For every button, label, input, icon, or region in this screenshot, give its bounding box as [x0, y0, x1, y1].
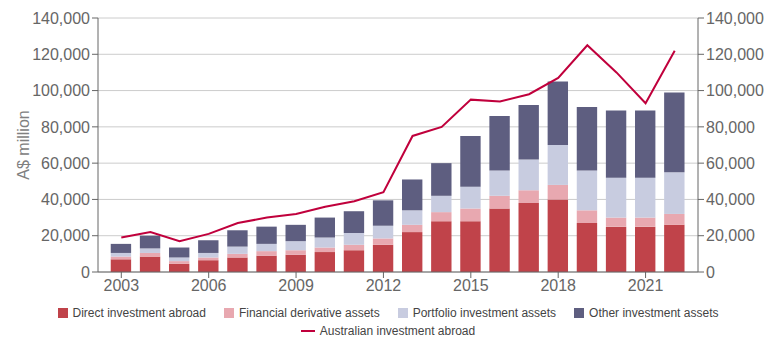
- svg-text:80,000: 80,000: [706, 119, 755, 136]
- svg-text:80,000: 80,000: [41, 119, 90, 136]
- svg-text:2018: 2018: [540, 277, 576, 294]
- html-text:Direct investment abroad: Direct investment abroad: [72, 306, 206, 320]
- svg-text:0: 0: [706, 264, 715, 281]
- svg-text:2021: 2021: [628, 277, 664, 294]
- svg-text:20,000: 20,000: [706, 227, 755, 244]
- svg-text:120,000: 120,000: [706, 46, 764, 63]
- html-text:Financial derivative assets: Financial derivative assets: [238, 306, 380, 320]
- svg-text:2015: 2015: [453, 277, 489, 294]
- svg-text:60,000: 60,000: [41, 155, 90, 172]
- svg-text:A$ million: A$ million: [15, 110, 32, 179]
- svg-text:0: 0: [81, 264, 90, 281]
- html-text:Portfolio investment assets: Portfolio investment assets: [412, 306, 557, 320]
- svg-text:100,000: 100,000: [706, 82, 764, 99]
- svg-text:40,000: 40,000: [706, 191, 755, 208]
- html-text:Australian investment abroad: Australian investment abroad: [319, 324, 476, 338]
- svg-text:140,000: 140,000: [32, 10, 90, 27]
- svg-text:60,000: 60,000: [706, 155, 755, 172]
- html-text:Other investment assets: Other investment assets: [589, 306, 719, 320]
- svg-text:140,000: 140,000: [706, 10, 764, 27]
- svg-text:120,000: 120,000: [32, 46, 90, 63]
- svg-text:2009: 2009: [278, 277, 314, 294]
- svg-text:2012: 2012: [366, 277, 402, 294]
- svg-text:40,000: 40,000: [41, 191, 90, 208]
- svg-text:2006: 2006: [191, 277, 227, 294]
- svg-text:2003: 2003: [104, 277, 140, 294]
- svg-text:100,000: 100,000: [32, 82, 90, 99]
- svg-text:20,000: 20,000: [41, 227, 90, 244]
